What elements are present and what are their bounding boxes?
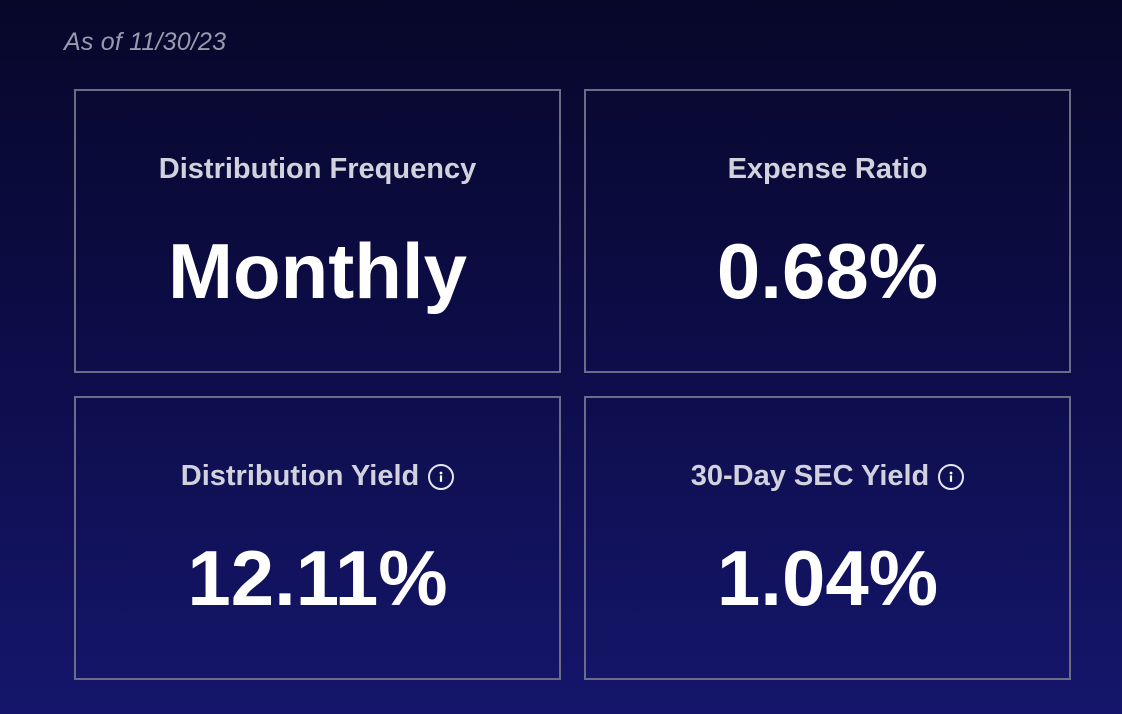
distribution-yield-label: Distribution Yield: [180, 460, 420, 492]
as-of-date: As of 11/30/23: [64, 28, 227, 56]
card-label: Distribution Yield: [76, 460, 559, 493]
info-circle-icon[interactable]: [938, 463, 965, 490]
sec-yield-card: 30-Day SEC Yield 1.04%: [584, 396, 1071, 680]
expense-ratio-label: Expense Ratio: [727, 153, 928, 185]
expense-ratio-value: 0.68%: [716, 227, 939, 315]
sec-yield-label: 30-Day SEC Yield: [690, 460, 930, 492]
sec-yield-value: 1.04%: [716, 534, 939, 622]
distribution-frequency-label: Distribution Frequency: [158, 153, 477, 185]
card-label: Expense Ratio: [586, 153, 1069, 186]
distribution-yield-card: Distribution Yield 12.11%: [74, 396, 561, 680]
expense-ratio-card: Expense Ratio 0.68%: [584, 89, 1071, 373]
card-label: Distribution Frequency: [76, 153, 559, 186]
distribution-frequency-card: Distribution Frequency Monthly: [74, 89, 561, 373]
distribution-yield-value: 12.11%: [187, 534, 448, 622]
distribution-frequency-value: Monthly: [168, 227, 467, 315]
info-circle-icon[interactable]: [428, 463, 455, 490]
card-label: 30-Day SEC Yield: [586, 460, 1069, 493]
